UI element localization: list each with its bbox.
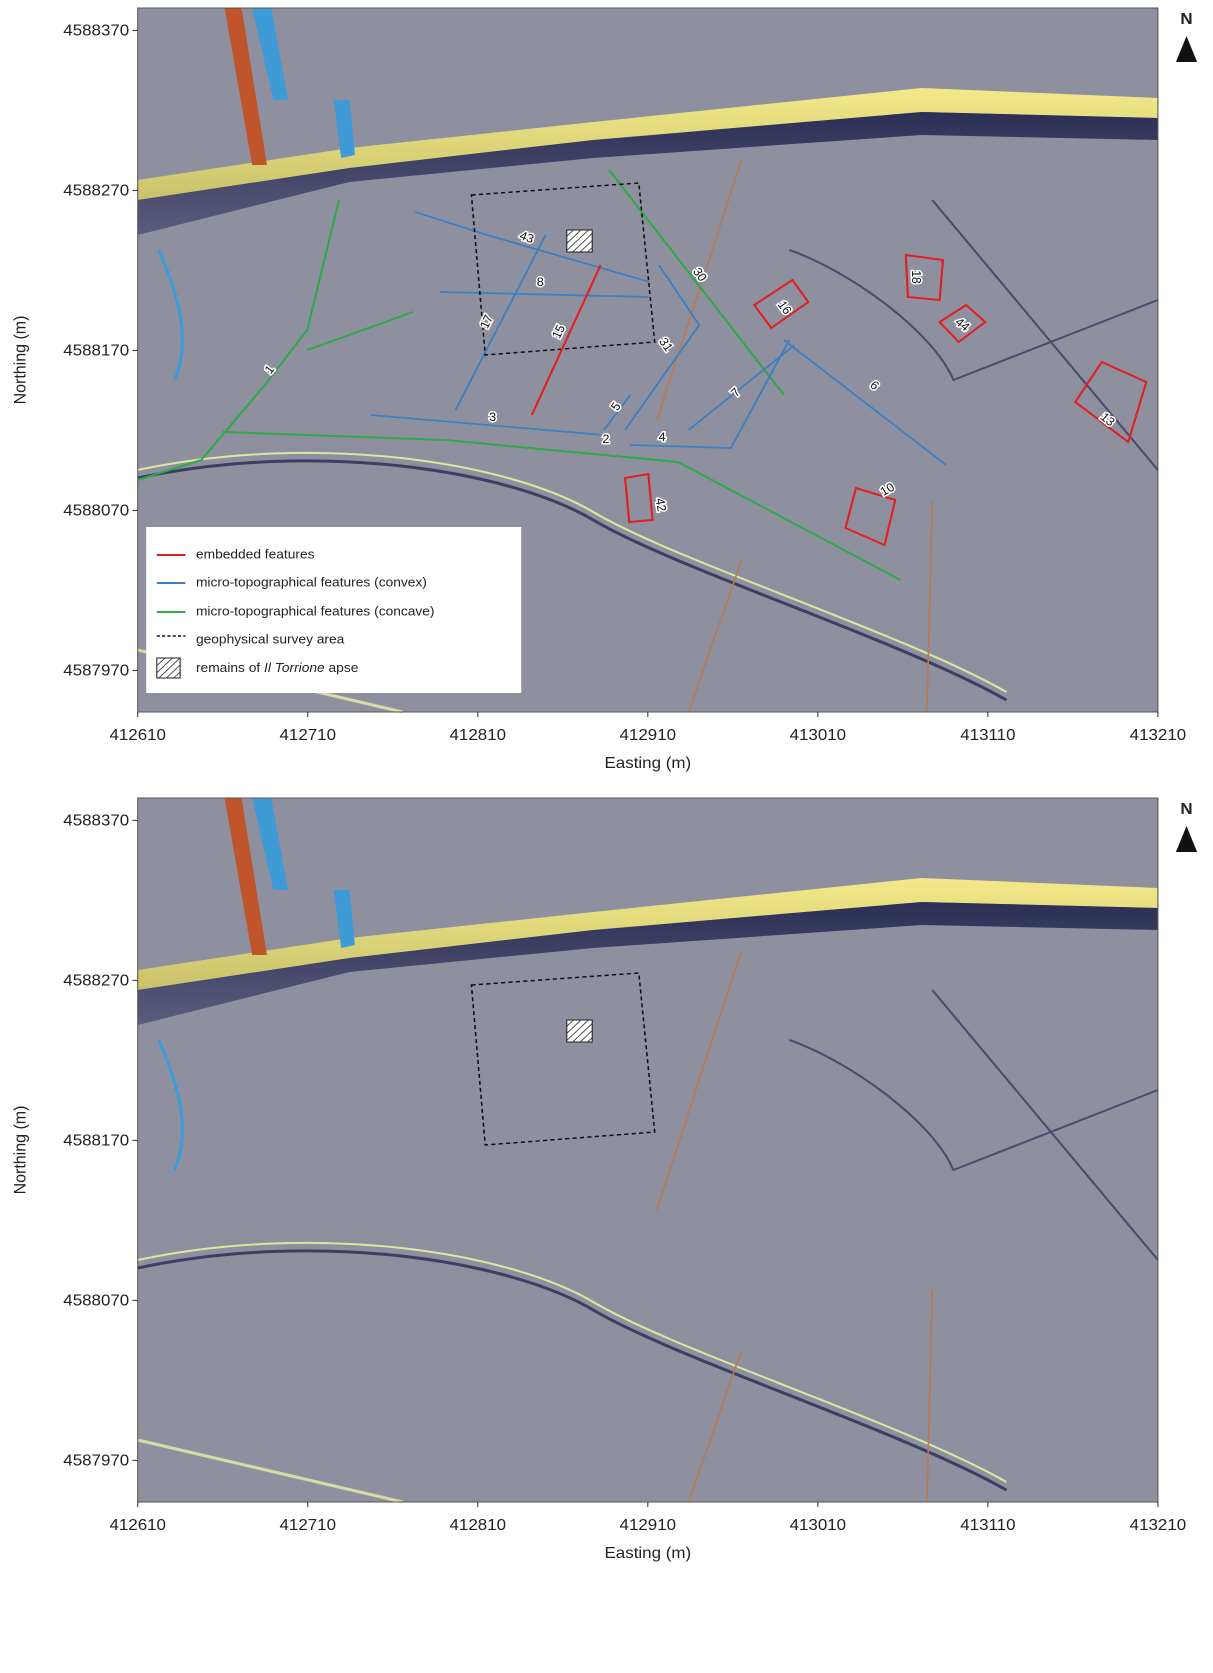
north-label: N [1180,800,1192,817]
x-tick-label: 413110 [960,726,1015,743]
x-tick-label: 412810 [450,726,507,743]
terrain [138,798,1158,1502]
y-axis-label: Northing (m) [11,1106,30,1195]
feature-label: 42 [652,497,669,513]
map-panel: 1 43 8 17 15 31 30 16 18 44 13 6 7 5 3 2… [11,8,1197,772]
x-axis-label: Easting (m) [605,754,692,771]
x-tick-label: 412910 [620,726,677,743]
y-tick-label: 4587970 [63,662,129,679]
figure: 1 43 8 17 15 31 30 16 18 44 13 6 7 5 3 2… [0,0,1213,1673]
y-tick-label: 4588370 [63,22,129,39]
north-arrow [1176,36,1197,62]
y-tick-label: 4588370 [63,812,129,829]
legend-swatch [157,658,180,678]
feature-label: 4 [659,430,666,444]
north-label: N [1180,10,1192,27]
legend-label: remains of Il Torrione apse [196,660,358,675]
apse-remains [567,230,592,252]
x-tick-label: 412710 [279,1516,336,1533]
feature-label: 3 [489,410,496,424]
legend-label: geophysical survey area [196,632,345,647]
y-tick-label: 4588170 [63,1132,129,1149]
legend-label: embedded features [196,547,315,562]
north-arrow [1176,826,1197,852]
legend-label-part: remains of [196,660,261,675]
legend-label: micro-topographical features (convex) [196,575,427,590]
x-tick-label: 413010 [790,1516,847,1533]
x-tick-label: 412610 [109,726,166,743]
y-tick-label: 4588270 [63,182,129,199]
x-tick-label: 412710 [279,726,336,743]
feature-label: 2 [602,432,609,446]
legend-label: micro-topographical features (concave) [196,604,435,619]
x-tick-label: 413210 [1130,726,1187,743]
y-tick-label: 4588070 [63,1292,129,1309]
x-tick-label: 413210 [1130,1516,1187,1533]
y-tick-label: 4588170 [63,342,129,359]
x-tick-label: 413010 [790,726,847,743]
feature-label: 8 [537,275,544,289]
x-axis-label: Easting (m) [605,1544,692,1561]
legend-label-part: apse [329,660,359,675]
y-tick-label: 4588070 [63,502,129,519]
x-tick-label: 412810 [450,1516,507,1533]
y-tick-label: 4588270 [63,972,129,989]
x-tick-label: 413110 [960,1516,1015,1533]
feature-label: 18 [909,270,923,283]
x-tick-label: 412610 [109,1516,166,1533]
page: LiDAR map html, body { margin: 0; paddin… [0,0,1213,1673]
y-axis-label: Northing (m) [11,316,30,405]
body: {"panels": [ {"x_label": "Easting (m)", … [0,0,1213,1673]
x-tick-label: 412910 [620,1516,677,1533]
legend-label-part: Il Torrione [264,660,325,675]
apse-remains [567,1020,592,1042]
map-panel: 412610 412710 412810 412910 413010 413110 4132… [11,798,1197,1562]
legend: embedded features micro-topographical fe… [146,527,521,693]
y-tick-label: 4587970 [63,1452,129,1469]
